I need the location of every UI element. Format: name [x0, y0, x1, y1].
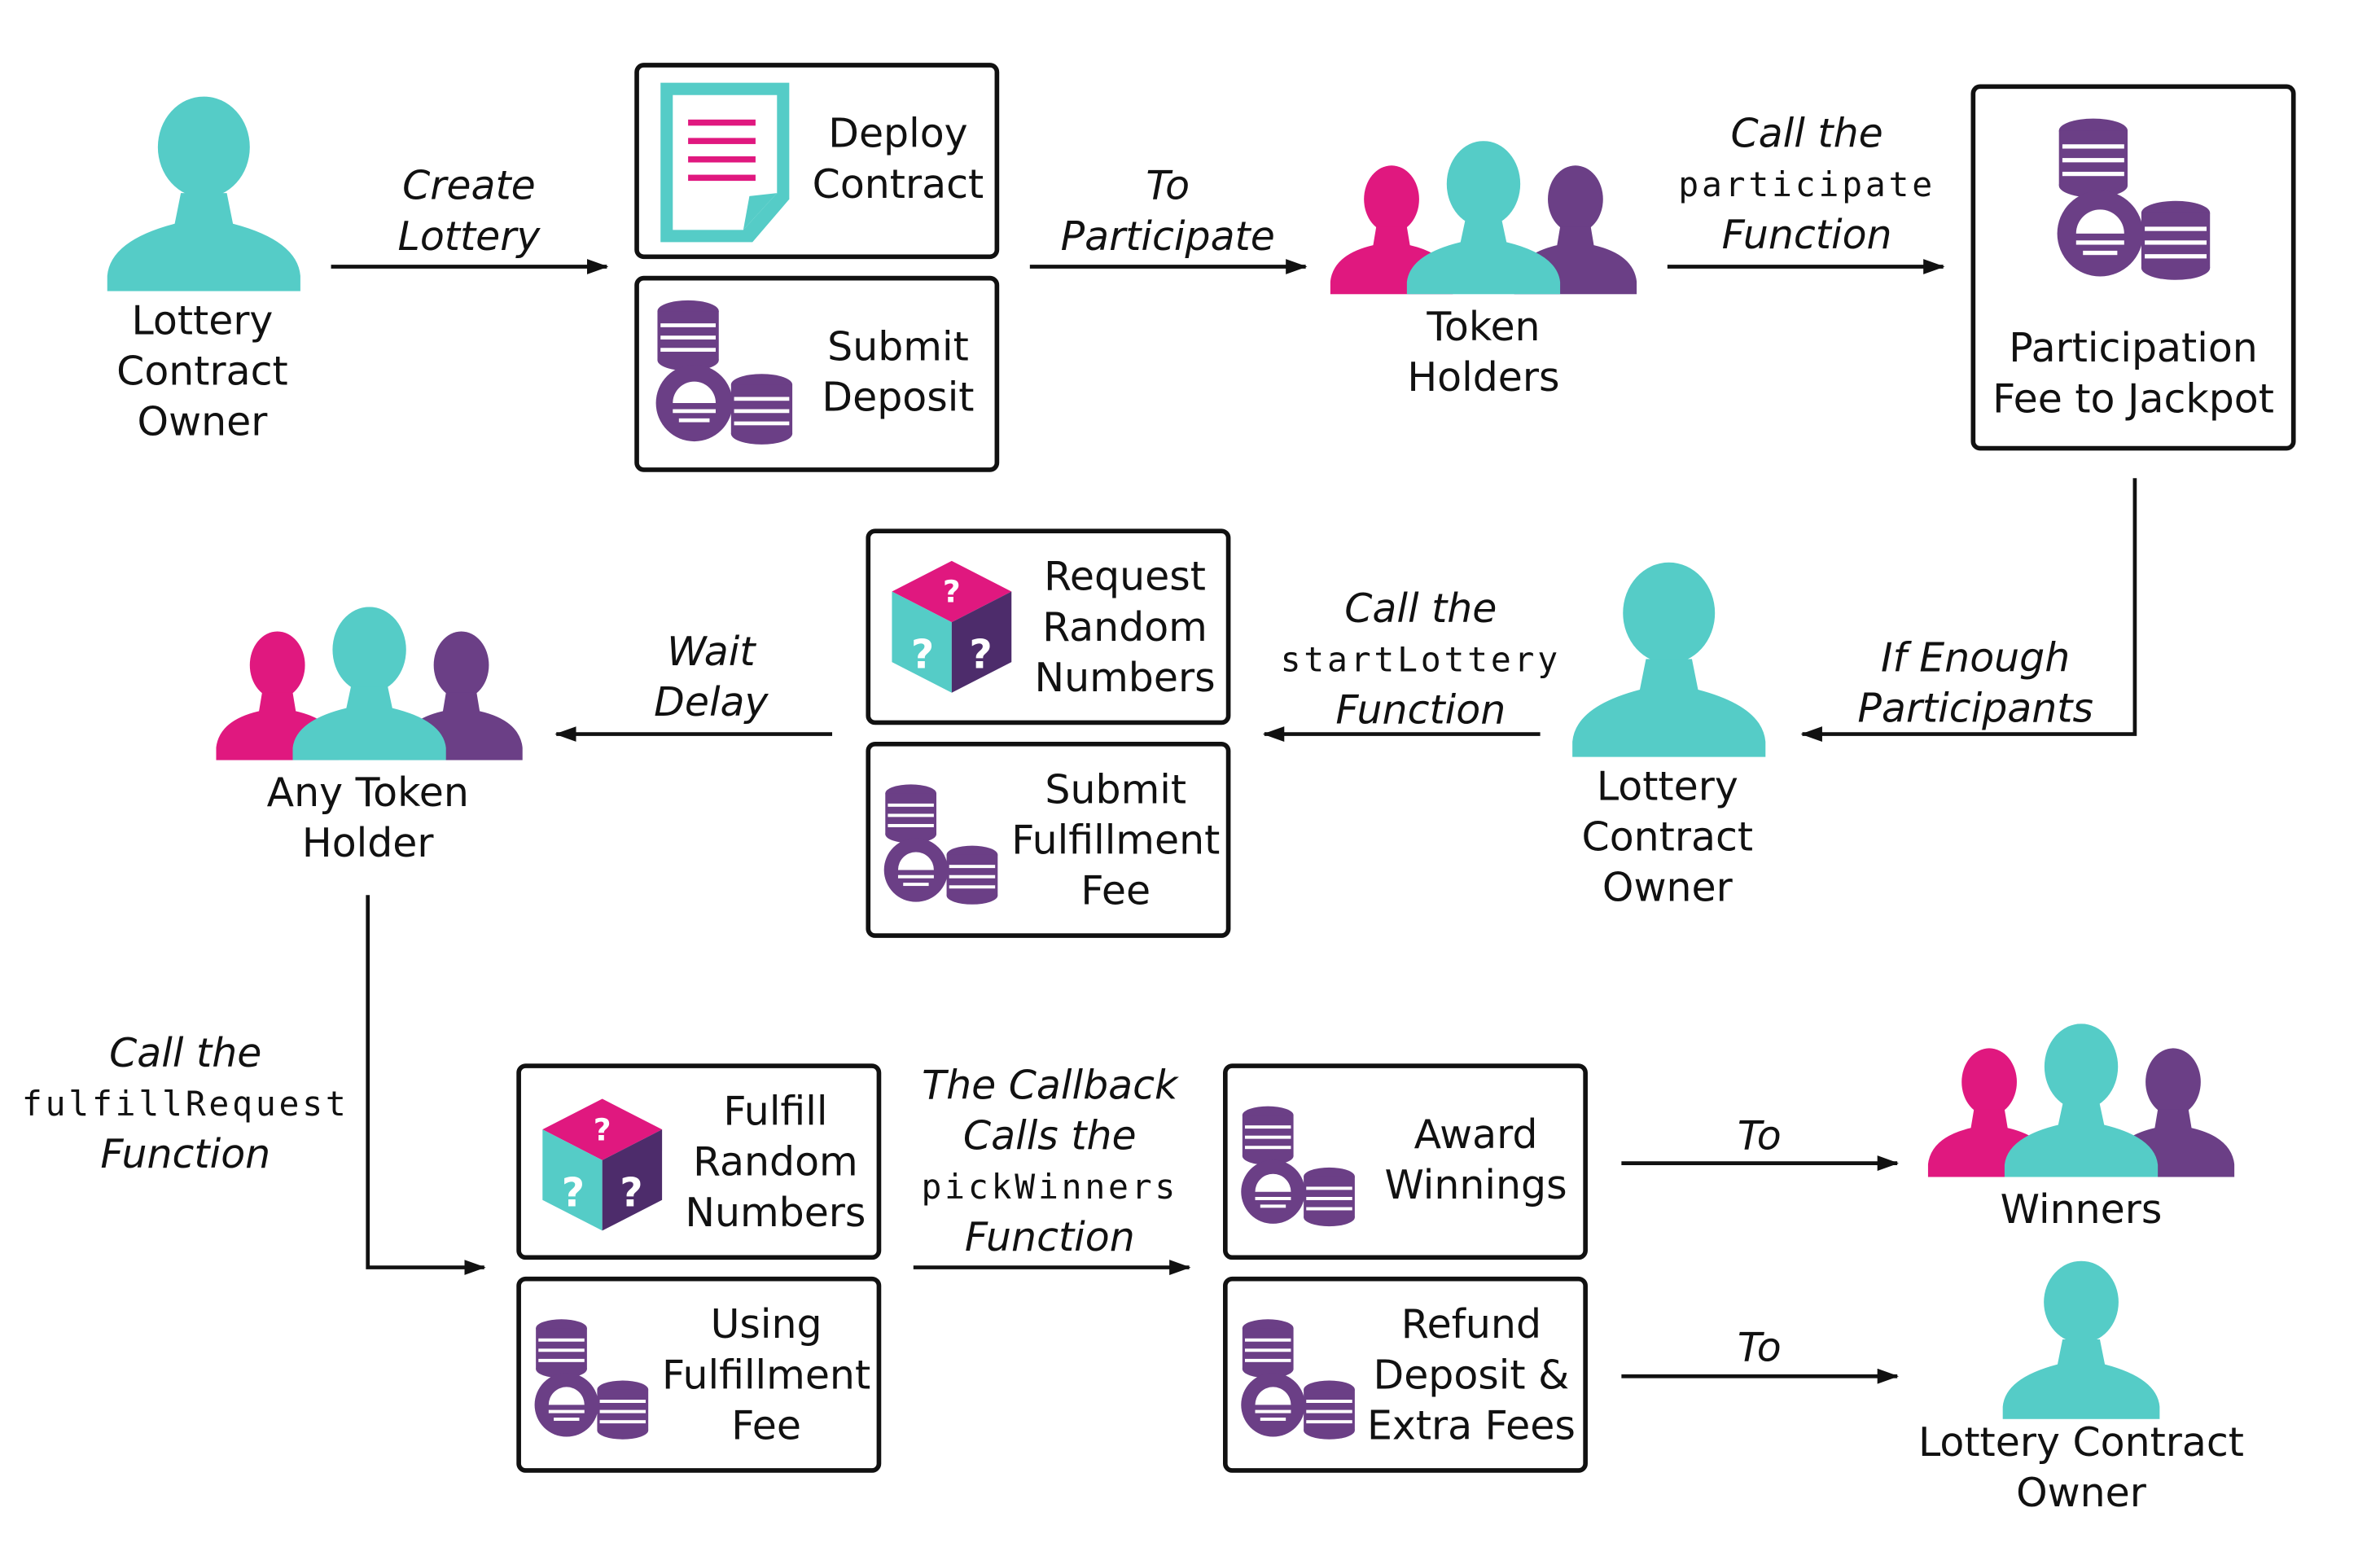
svg-text:?: ?: [562, 1169, 585, 1216]
owner-label: Lottery Contract Owner: [1918, 1420, 2245, 1518]
jackpot-text: Participation Fee to Jackpot: [1992, 326, 2274, 423]
people-group-icon: [216, 607, 523, 760]
refund-text: Refund Deposit & Extra Fees: [1366, 1302, 1576, 1450]
fulfill-random-text: Fulfill Random Numbers: [685, 1089, 866, 1237]
svg-text:?: ?: [943, 574, 961, 610]
fulfill-random-box: ? ? ? Fulfill Random Numbers: [516, 1063, 882, 1260]
arrow-label-call-fulfill: Call the fulfillRequest Function: [21, 1031, 349, 1179]
deploy-contract-text: Deploy Contract: [812, 112, 984, 208]
arrow-if-enough: [1800, 478, 2137, 742]
arrow-call-fulfill: [366, 895, 486, 1275]
people-group-icon: [1330, 141, 1637, 295]
submit-fee-box: Submit Fulfillment Fee: [866, 741, 1231, 938]
svg-text:?: ?: [911, 632, 934, 678]
random-dice-icon: ? ? ?: [892, 560, 1012, 693]
submit-deposit-text: Submit Deposit: [822, 325, 975, 422]
arrow-label-if-enough: If Enough Participants: [1857, 636, 2093, 733]
winners-label: Winners: [2000, 1187, 2163, 1234]
coins-icon: [883, 784, 998, 905]
arrow-label-to-participate: To Participate: [1060, 164, 1275, 261]
using-fee-text: Using Fulfillment Fee: [662, 1302, 871, 1450]
award-winnings-text: Award Winnings: [1384, 1112, 1567, 1210]
person-icon: [1572, 562, 1766, 757]
coins-icon: [1241, 1319, 1355, 1440]
random-dice-icon: ? ? ?: [542, 1098, 663, 1231]
refund-box: Refund Deposit & Extra Fees: [1222, 1276, 1588, 1473]
request-random-text: Request Random Numbers: [1034, 554, 1216, 703]
owner-label: Lottery Contract Owner: [1581, 765, 1754, 912]
coins-icon: [2057, 118, 2211, 280]
svg-text:?: ?: [594, 1111, 611, 1147]
contract-document-icon: [660, 82, 790, 243]
arrow-label-to-owner: To: [1737, 1326, 1782, 1372]
deploy-contract-box: Deploy Contract: [634, 63, 1000, 260]
token-holders-label: Token Holders: [1407, 305, 1560, 402]
people-group-icon: [1927, 1023, 2235, 1177]
request-random-box: ? ? ? Request Random Numbers: [866, 528, 1231, 725]
submit-fee-text: Submit Fulfillment Fee: [1011, 767, 1221, 915]
arrow-label-call-participate: Call the participate Function: [1678, 112, 1935, 260]
coins-icon: [655, 300, 793, 445]
person-icon: [107, 96, 300, 291]
arrow-label-call-start: Call the startLottery Function: [1280, 586, 1561, 734]
svg-text:?: ?: [620, 1169, 642, 1216]
coins-icon: [534, 1319, 649, 1440]
arrow-label-create-lottery: Create Lottery: [397, 164, 541, 261]
submit-deposit-box: Submit Deposit: [634, 275, 1000, 472]
arrow-label-wait-delay: Wait Delay: [654, 629, 769, 727]
jackpot-box: Participation Fee to Jackpot: [1970, 84, 2296, 451]
svg-text:?: ?: [969, 632, 992, 678]
coins-icon: [1241, 1106, 1355, 1227]
award-winnings-box: Award Winnings: [1222, 1063, 1588, 1260]
arrow-label-to-winners: To: [1737, 1114, 1782, 1160]
any-token-holder-label: Any Token Holder: [266, 770, 469, 868]
person-icon: [2002, 1260, 2160, 1419]
arrow-label-callback: The Callback Calls the pickWinners Function: [921, 1063, 1179, 1262]
using-fee-box: Using Fulfillment Fee: [516, 1276, 882, 1473]
owner-label: Lottery Contract Owner: [116, 299, 288, 446]
